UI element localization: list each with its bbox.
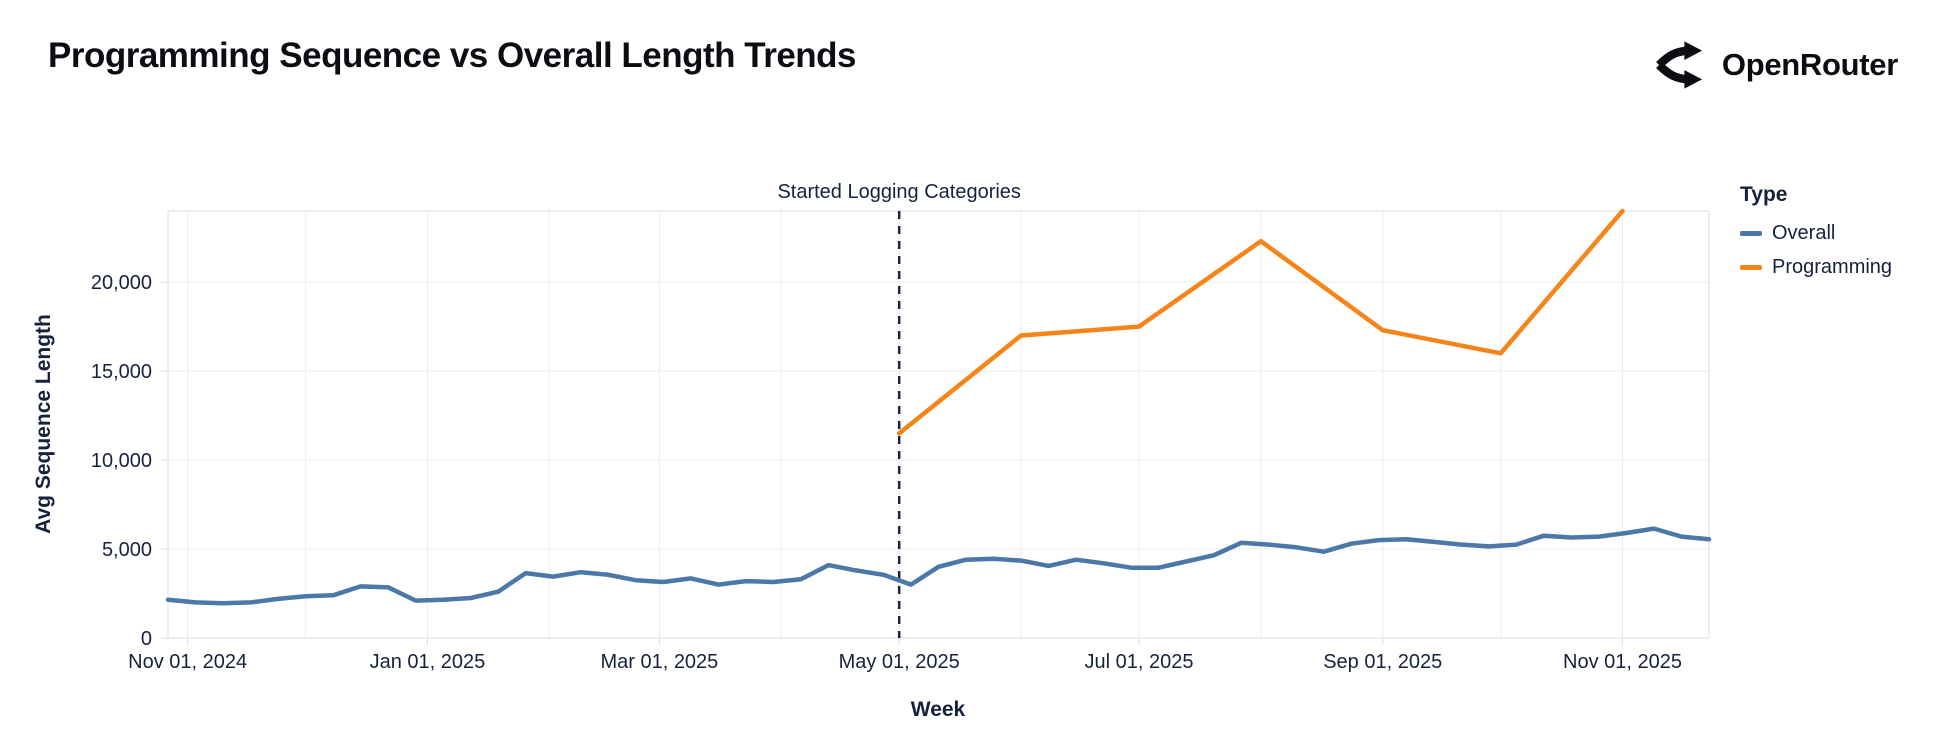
x-tick-label: Jul 01, 2025 [1084,651,1193,673]
y-tick-label: 0 [141,628,152,650]
page-title: Programming Sequence vs Overall Length T… [48,36,857,75]
x-tick-label: Mar 01, 2025 [600,651,718,673]
y-tick-label: 10,000 [91,450,152,472]
annotation-label: Started Logging Categories [777,181,1021,203]
y-tick-label: 5,000 [102,539,152,561]
legend-label: Programming [1772,256,1893,278]
brand: OpenRouter [1654,38,1898,92]
overall-line [165,526,1712,606]
openrouter-logo-icon [1654,38,1708,92]
y-tick-label: 20,000 [91,272,152,294]
programming-line [896,208,1625,436]
legend-label: Overall [1772,222,1836,244]
y-axis-title: Avg Sequence Length [32,314,55,534]
overall-swatch [1740,231,1762,236]
y-tick-label: 15,000 [91,361,152,383]
x-tick-label: Nov 01, 2025 [1563,651,1682,673]
legend-title: Type [1740,183,1788,206]
legend-item-programming: Programming [1740,256,1892,279]
x-axis-title: Week [910,698,966,721]
x-tick-label: Jan 01, 2025 [370,651,486,673]
x-tick-label: Nov 01, 2024 [128,651,247,673]
x-tick-label: Sep 01, 2025 [1323,651,1442,673]
programming-swatch [1740,265,1762,270]
brand-name: OpenRouter [1721,47,1898,82]
plot-border [167,210,1710,639]
legend: Type Overall Programming [1740,183,1892,290]
x-tick-label: May 01, 2025 [839,651,960,673]
legend-item-overall: Overall [1740,222,1892,245]
